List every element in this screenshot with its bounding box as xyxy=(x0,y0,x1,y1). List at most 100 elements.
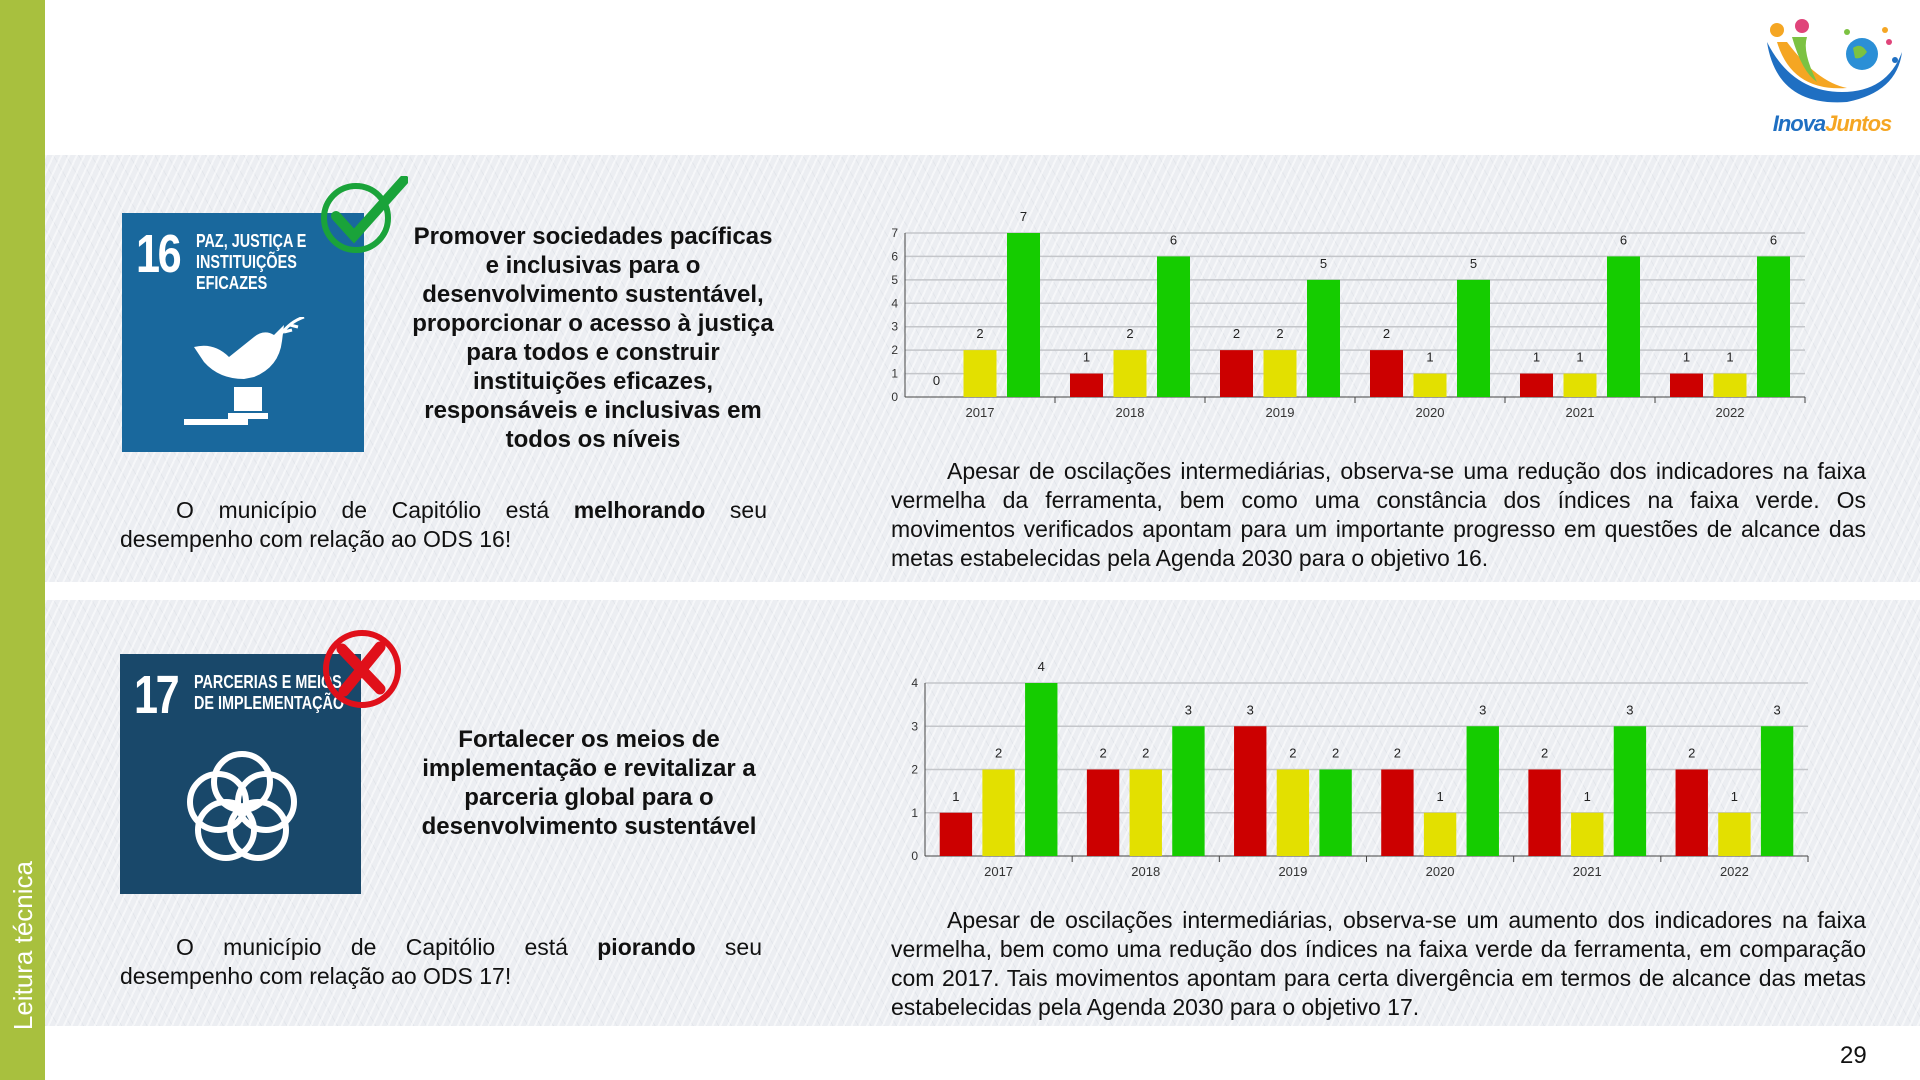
data-label: 2 xyxy=(1099,746,1106,761)
x-tick-label: 2017 xyxy=(966,405,995,420)
y-tick-label: 0 xyxy=(891,390,898,404)
data-label: 7 xyxy=(1020,209,1027,224)
bar-verde-2018 xyxy=(1172,726,1205,856)
bar-vermelho-2021 xyxy=(1520,373,1553,397)
ods16-summary-status: melhorando xyxy=(573,497,706,523)
data-label: 3 xyxy=(1247,702,1254,717)
bar-vermelho-2022 xyxy=(1675,769,1708,856)
data-label: 3 xyxy=(1185,702,1192,717)
y-tick-label: 3 xyxy=(911,719,918,733)
x-tick-label: 2018 xyxy=(1131,864,1160,879)
data-label: 3 xyxy=(1773,702,1780,717)
bar-verde-2019 xyxy=(1319,769,1352,856)
ods16-bar-chart: 0 1 2 3 4 5 6 7 2017 0 2 7 2018 1 2 6 2019 2 2 5 2020 2 1 5 2021… xyxy=(891,209,1806,420)
rings-icon xyxy=(187,751,297,861)
x-tick-label: 2021 xyxy=(1573,864,1602,879)
bar-vermelho-2017 xyxy=(939,812,973,856)
data-label: 1 xyxy=(1426,350,1433,365)
logo-text-inova: Inova xyxy=(1772,111,1826,136)
x-tick-label: 2019 xyxy=(1266,405,1295,420)
y-tick-label: 3 xyxy=(891,320,898,334)
bar-amarelo-2019 xyxy=(1276,769,1310,856)
y-tick-label: 1 xyxy=(891,367,898,381)
bar-amarelo-2018 xyxy=(1129,769,1162,856)
data-label: 1 xyxy=(1584,789,1591,804)
data-label: 1 xyxy=(1533,350,1540,365)
page-number: 29 xyxy=(1840,1042,1867,1069)
y-tick-label: 0 xyxy=(911,849,918,863)
bar-verde-2021 xyxy=(1613,726,1647,856)
ods16-summary: O município de Capitólio está melhorando… xyxy=(120,496,767,554)
data-label: 1 xyxy=(1726,350,1733,365)
x-tick-label: 2022 xyxy=(1716,405,1745,420)
x-icon xyxy=(323,630,401,708)
bar-amarelo-2019 xyxy=(1263,350,1297,397)
bar-verde-2019 xyxy=(1307,279,1340,397)
data-label: 2 xyxy=(995,746,1002,761)
sdg16-badge-title: PAZ, JUSTIÇA E INSTITUIÇÕES EFICAZES xyxy=(196,231,307,293)
bar-amarelo-2018 xyxy=(1113,350,1147,397)
dove-gavel-icon xyxy=(184,317,305,425)
bar-vermelho-2018 xyxy=(1086,769,1120,856)
x-tick-label: 2020 xyxy=(1416,405,1445,420)
data-label: 2 xyxy=(1126,326,1133,341)
ods16-summary-post: seu desempenho com relação ao ODS 16! xyxy=(120,497,767,552)
bar-verde-2022 xyxy=(1760,726,1794,856)
data-label: 1 xyxy=(1576,350,1583,365)
ods17-summary-status: piorando xyxy=(597,934,696,960)
sidebar: Leitura técnica xyxy=(0,0,45,1080)
data-label: 6 xyxy=(1170,232,1177,247)
data-label: 4 xyxy=(1038,659,1045,674)
logo-text: InovaJuntos xyxy=(1757,111,1907,137)
x-tick-label: 2018 xyxy=(1116,405,1145,420)
data-label: 5 xyxy=(1470,256,1477,271)
y-tick-label: 5 xyxy=(891,273,898,287)
bar-amarelo-2020 xyxy=(1423,812,1457,856)
y-tick-label: 4 xyxy=(891,296,898,310)
data-label: 1 xyxy=(952,789,959,804)
bar-vermelho-2022 xyxy=(1670,373,1703,397)
ods17-analysis: Apesar de oscilações intermediárias, obs… xyxy=(891,907,1866,1020)
x-tick-label: 2017 xyxy=(984,864,1013,879)
bar-verde-2022 xyxy=(1757,256,1790,397)
bar-verde-2020 xyxy=(1466,726,1499,856)
x-tick-label: 2019 xyxy=(1278,864,1307,879)
data-label: 2 xyxy=(1541,746,1548,761)
logo-emblem-icon xyxy=(1767,19,1902,103)
bar-vermelho-2019 xyxy=(1234,726,1267,856)
sdg16-badge: 16 PAZ, JUSTIÇA E INSTITUIÇÕES EFICAZES xyxy=(122,213,364,452)
data-label: 2 xyxy=(1276,326,1283,341)
bar-verde-2018 xyxy=(1157,256,1190,397)
data-label: 1 xyxy=(1436,789,1443,804)
ods16-goal-title: Promover sociedades pacíficas e inclusiv… xyxy=(412,223,774,453)
data-label: 1 xyxy=(1731,789,1738,804)
bar-vermelho-2020 xyxy=(1370,350,1403,397)
data-label: 2 xyxy=(1688,746,1695,761)
bar-amarelo-2017 xyxy=(963,350,997,397)
bar-vermelho-2020 xyxy=(1381,769,1414,856)
sdg16-number: 16 xyxy=(136,224,182,284)
ods17-goal-title: Fortalecer os meios de implementação e r… xyxy=(421,726,757,840)
x-tick-label: 2021 xyxy=(1566,405,1595,420)
bar-amarelo-2020 xyxy=(1413,373,1447,397)
bar-vermelho-2021 xyxy=(1528,769,1561,856)
ods17-summary-pre: O município de Capitólio está xyxy=(176,934,598,960)
bar-vermelho-2018 xyxy=(1070,373,1103,397)
bar-amarelo-2017 xyxy=(982,769,1015,856)
sdg17-badge-title: PARCERIAS E MEIOS DE IMPLEMENTAÇÃO xyxy=(194,672,345,713)
ods17-bar-chart: 0 1 2 3 4 2017 1 2 4 2018 2 2 3 2019 3 2 2 2020 2 1 3 2021 2 1 3… xyxy=(911,659,1809,879)
ods16-summary-pre: O município de Capitólio está xyxy=(176,497,574,523)
y-tick-label: 2 xyxy=(891,343,898,357)
bar-amarelo-2022 xyxy=(1713,373,1747,397)
data-label: 2 xyxy=(1394,746,1401,761)
bar-amarelo-2021 xyxy=(1563,373,1597,397)
bar-amarelo-2022 xyxy=(1718,812,1751,856)
data-label: 2 xyxy=(976,326,983,341)
x-tick-label: 2022 xyxy=(1720,864,1749,879)
data-label: 2 xyxy=(1289,746,1296,761)
sidebar-label: Leitura técnica xyxy=(8,860,38,1030)
data-label: 1 xyxy=(1083,350,1090,365)
data-label: 1 xyxy=(1683,350,1690,365)
x-tick-label: 2020 xyxy=(1426,864,1455,879)
data-label: 0 xyxy=(933,373,940,388)
